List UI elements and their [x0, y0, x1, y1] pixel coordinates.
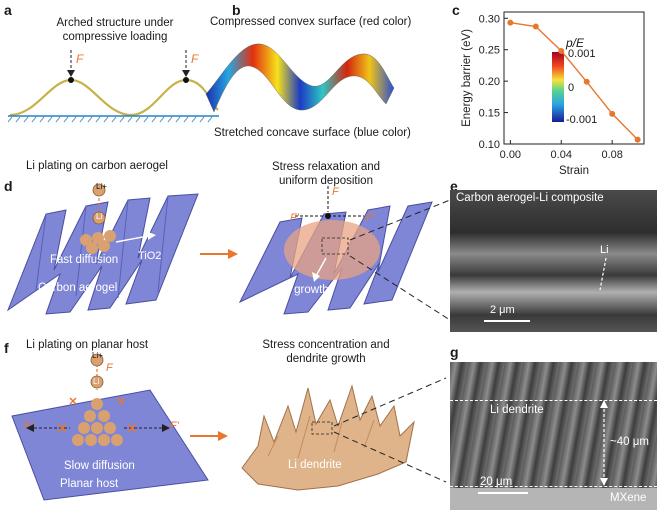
x-axis-label: Strain — [559, 165, 589, 177]
panel-a-title-line2: compressive loading — [62, 31, 168, 43]
li-growth-label: Li growth — [282, 284, 329, 296]
panel-d-fprime-left: F' — [290, 212, 299, 224]
panel-f-li-ion: Li+ — [92, 351, 103, 360]
carbon-aerogel-illustration — [6, 183, 199, 315]
data-point-5 — [634, 136, 641, 143]
y-tick-label-4: 0.30 — [479, 13, 500, 25]
panel-f-force: F — [106, 362, 113, 374]
data-point-1 — [532, 23, 539, 30]
y-tick-label-3: 0.25 — [479, 45, 500, 57]
sem-e-scale-bar — [484, 320, 530, 322]
panel-label-f: f — [4, 340, 9, 356]
sem-g-thickness-label: ~40 μm — [610, 436, 649, 448]
panel-label-a: a — [4, 2, 12, 18]
panel-a-force-2: F — [191, 52, 199, 66]
panel-d-li-ion: Li+ — [96, 182, 107, 191]
x-tick-label-1: 0.04 — [551, 149, 572, 161]
carbon-aerogel-label: Carbon aerogel — [38, 282, 118, 294]
panel-f-right-title: Stress concentration and dendrite growth — [236, 338, 416, 366]
sem-e-scale-label: 2 μm — [490, 304, 515, 316]
colorbar-title: p/E — [566, 36, 585, 50]
panel-f-fprime-left: F' — [24, 420, 33, 432]
x-tick-label-2: 0.08 — [601, 149, 622, 161]
panel-label-g: g — [450, 344, 459, 360]
panel-label-c: c — [452, 2, 460, 18]
panel-a-force-1: F — [76, 52, 84, 66]
li-dendrite-label-f: Li dendrite — [288, 459, 342, 471]
y-tick-label-1: 0.15 — [479, 108, 500, 120]
panel-f-left-title: Li plating on planar host — [26, 339, 149, 351]
panel-d-right-title-line1: Stress relaxation and — [271, 161, 381, 173]
sem-e-li-label: Li — [600, 244, 609, 256]
colorbar-tick-top: 0.001 — [568, 48, 596, 60]
sem-image-g: Li dendrite ~40 μm 20 μm MXene — [450, 362, 657, 510]
panel-label-d: d — [4, 178, 13, 194]
data-point-2 — [558, 47, 565, 54]
panel-label-b: b — [232, 2, 241, 18]
panel-f-right-title-line1: Stress concentration and — [262, 339, 390, 351]
panel-d-li-atom: Li — [96, 212, 103, 221]
fast-diffusion-label: Fast diffusion — [50, 254, 119, 266]
panel-a-title-line1: Arched structure under — [56, 17, 174, 29]
panel-d-force: F — [332, 186, 339, 198]
sem-g-scale-label: 20 μm — [480, 476, 513, 488]
sem-e-li-arrow — [599, 257, 607, 291]
stress-surface-plot — [205, 43, 395, 113]
y-tick-label-2: 0.20 — [479, 76, 500, 88]
y-axis-label: Energy barrier (eV) — [461, 29, 473, 127]
zoom-lines-f — [333, 377, 447, 483]
planar-host-illustration — [11, 353, 209, 501]
dendrite-illustration — [241, 384, 415, 491]
sem-g-thickness-arrow — [600, 400, 608, 486]
panel-d-right-title-line2: uniform deposition — [279, 175, 373, 187]
sem-image-e: Carbon aerogel-Li composite Li 2 μm — [450, 190, 657, 332]
sem-g-mxene-label: MXene — [610, 492, 647, 504]
data-point-4 — [609, 110, 616, 117]
energy-barrier-chart: 0.10 0.15 0.20 0.25 0.30 0.00 0.04 0.08 Strain En… — [461, 11, 645, 177]
chart-frame — [503, 11, 645, 145]
panel-b-bottom-caption: Stretched concave surface (blue color) — [214, 127, 411, 139]
colorbar-tick-bottom: -0.001 — [566, 114, 598, 126]
panel-a-title: Arched structure under compressive loadi… — [20, 16, 210, 44]
panel-label-e: e — [450, 178, 458, 194]
panel-d-right-title: Stress relaxation and uniform deposition — [236, 160, 416, 188]
colorbar — [552, 52, 564, 122]
data-point-3 — [583, 78, 590, 85]
arrow-f — [190, 431, 228, 441]
sem-g-bottom-line — [450, 486, 657, 487]
sem-g-top-line — [450, 400, 657, 401]
sem-e-title: Carbon aerogel-Li composite — [456, 192, 604, 204]
arrow-d — [200, 249, 238, 259]
panel-d-left-title: Li plating on carbon aerogel — [26, 160, 168, 172]
tio2-label: TiO2 — [138, 250, 162, 262]
slow-diffusion-label: Slow diffusion — [64, 460, 135, 472]
sem-g-dendrite-label: Li dendrite — [490, 404, 544, 416]
arch-diagram — [7, 50, 219, 123]
stress-relaxation-illustration — [238, 186, 433, 315]
panel-f-fprime-right: F' — [170, 420, 179, 432]
panel-f-right-title-line2: dendrite growth — [286, 353, 366, 365]
y-tick-label-0: 0.10 — [479, 139, 500, 151]
data-point-0 — [507, 19, 514, 26]
panel-f-li-atom: Li — [93, 377, 100, 386]
panel-d-fprime-right: F' — [366, 212, 375, 224]
series-line — [510, 22, 639, 141]
planar-host-label: Planar host — [60, 478, 119, 490]
x-tick-label-0: 0.00 — [500, 149, 521, 161]
panel-b-top-caption: Compressed convex surface (red color) — [210, 16, 412, 28]
zoom-lines-d — [349, 199, 451, 321]
colorbar-tick-mid: 0 — [568, 82, 575, 94]
sem-g-scale-bar — [478, 492, 528, 494]
